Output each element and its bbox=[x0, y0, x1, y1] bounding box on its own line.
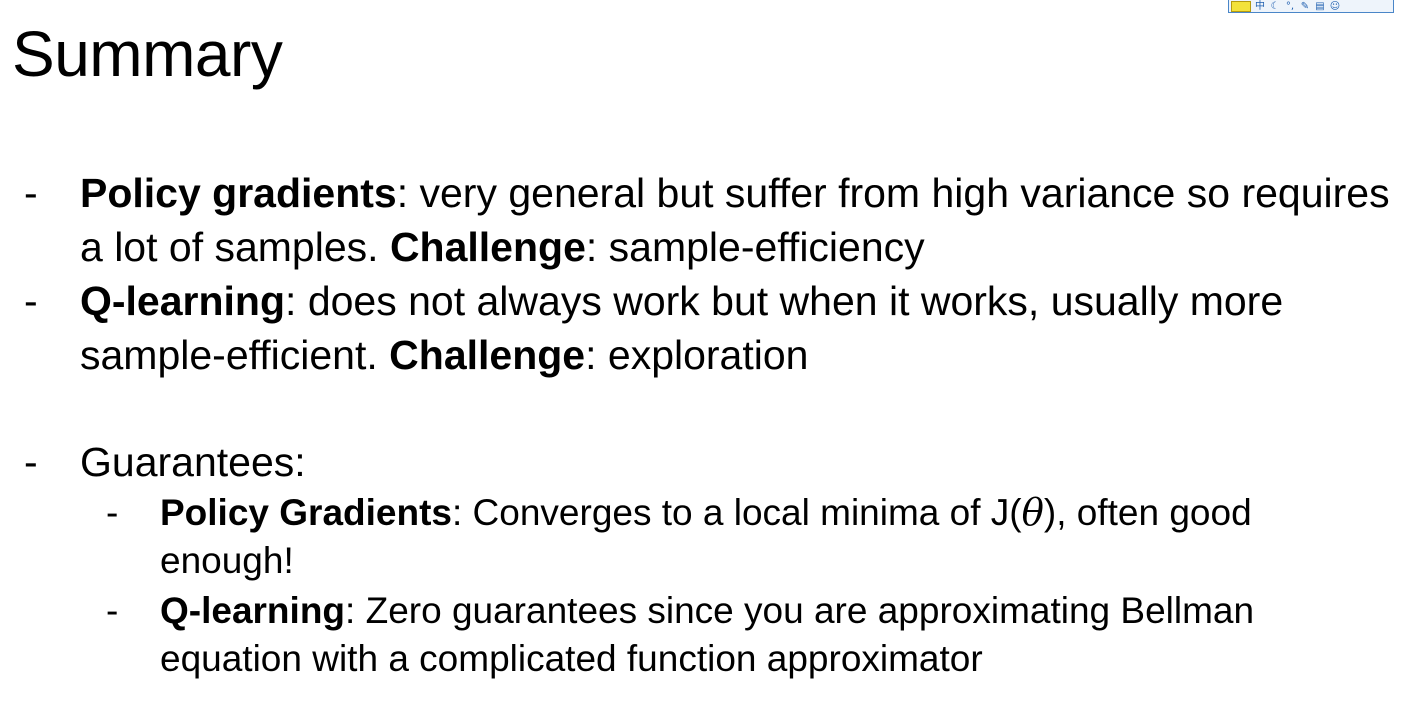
sub-bullet-text: Policy Gradients: Converges to a local m… bbox=[160, 489, 1360, 585]
bullet-body-end: : sample-efficiency bbox=[585, 224, 925, 270]
sub-bullet-dash: - bbox=[106, 492, 119, 533]
sub-bullet-dash: - bbox=[106, 590, 119, 631]
moon-icon[interactable]: ☾ bbox=[1270, 0, 1280, 12]
sub-bullet-bold-term: Q-learning bbox=[160, 590, 346, 631]
sub-bullet-body: : Converges to a local minima of J( bbox=[452, 492, 1022, 533]
bullet-dash: - bbox=[24, 278, 38, 324]
ime-toolbar[interactable]: 中 ☾ °, ✎ ▤ ☺ bbox=[1228, 0, 1394, 13]
sub-bullet-bold-term: Policy Gradients bbox=[160, 492, 452, 533]
theta-symbol: θ bbox=[1021, 491, 1044, 534]
bullet-dash: - bbox=[24, 170, 38, 216]
sub-bullet-body-end: ), often good enough! bbox=[160, 492, 1252, 581]
bullet-body: : very general but suffer from high vari… bbox=[80, 170, 1390, 270]
logo-icon[interactable] bbox=[1231, 0, 1251, 12]
bullet-body-end: : exploration bbox=[585, 332, 809, 378]
bullet-text: Q-learning: does not always work but whe… bbox=[80, 274, 1405, 382]
sub-bullet-text: Q-learning: Zero guarantees since you ar… bbox=[160, 587, 1360, 683]
bullet-dash: - bbox=[24, 439, 38, 485]
clipboard-icon[interactable]: ▤ bbox=[1315, 0, 1325, 12]
page-title: Summary bbox=[12, 18, 283, 90]
bullet-body: : does not always work but when it works… bbox=[80, 278, 1284, 378]
bullet-bold-term: Q-learning bbox=[80, 278, 286, 324]
bullet-bold-challenge: Challenge bbox=[389, 224, 586, 270]
bullet-bold-challenge: Challenge bbox=[389, 332, 586, 378]
chinese-input-icon[interactable]: 中 bbox=[1255, 0, 1265, 12]
smiley-icon[interactable]: ☺ bbox=[1329, 0, 1341, 12]
wrench-icon[interactable]: ✎ bbox=[1300, 0, 1310, 12]
bullet-text: Guarantees: bbox=[80, 439, 306, 485]
bullet-bold-term: Policy gradients bbox=[80, 170, 397, 216]
sub-bullet-body: : Zero guarantees since you are approxim… bbox=[160, 590, 1255, 679]
punctuation-icon[interactable]: °, bbox=[1285, 0, 1295, 12]
bullet-text: Policy gradients: very general but suffe… bbox=[80, 166, 1405, 274]
